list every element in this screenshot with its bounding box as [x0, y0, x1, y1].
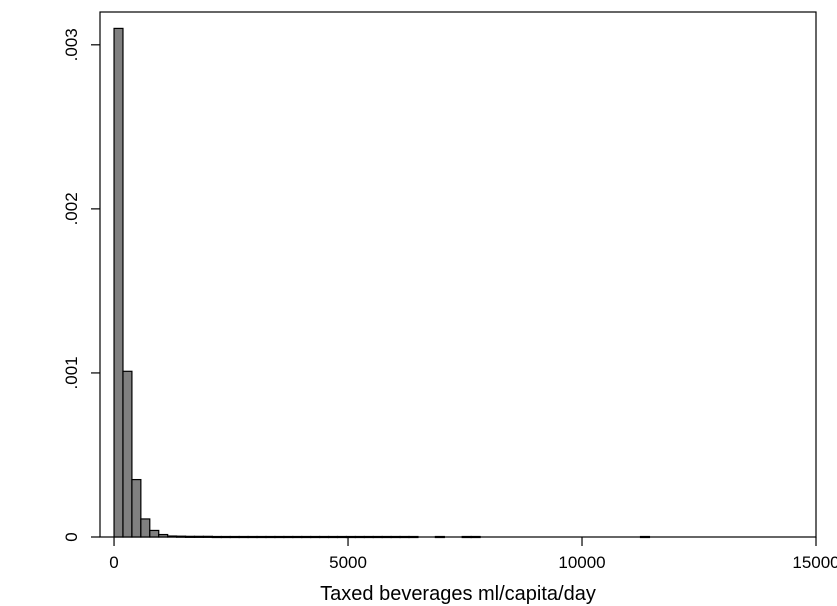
histogram-bar — [158, 533, 169, 538]
x-tick-label: 15000 — [792, 553, 837, 572]
histogram-bar — [301, 535, 312, 539]
histogram-bar — [283, 535, 294, 539]
x-axis: 0 5000 10000 15000 — [109, 537, 837, 572]
histogram-bar — [408, 535, 419, 539]
histogram-bar — [193, 535, 205, 538]
y-tick-label: .001 — [62, 356, 81, 389]
histogram-bar — [381, 535, 392, 539]
histogram-bar — [149, 529, 160, 538]
histogram-bar — [390, 535, 401, 539]
y-tick-label: .002 — [62, 192, 81, 225]
histogram-bar — [113, 27, 124, 538]
histogram-bar — [461, 535, 472, 539]
histogram-bar — [247, 535, 258, 539]
histogram-bar — [372, 535, 383, 539]
histogram-bar — [184, 535, 196, 538]
histogram-bar — [434, 535, 445, 539]
histogram-bar — [265, 535, 276, 539]
histogram-bar — [229, 535, 240, 539]
histogram-bar — [354, 535, 365, 539]
histogram-bars — [113, 27, 651, 539]
histogram-bar — [256, 535, 267, 539]
histogram-bar — [140, 518, 151, 538]
x-tick-label: 10000 — [558, 553, 605, 572]
histogram-bar — [238, 535, 249, 539]
histogram-bar — [319, 535, 330, 539]
x-axis-title: Taxed beverages ml/capita/day — [320, 583, 596, 605]
histogram-bar — [363, 535, 374, 539]
y-tick-label: .003 — [62, 28, 81, 61]
histogram-bar — [399, 535, 410, 539]
y-tick-label: 0 — [62, 532, 81, 541]
histogram-bar — [310, 535, 321, 539]
histogram-bar — [274, 535, 285, 539]
histogram-bar — [202, 535, 213, 538]
histogram-bar — [211, 535, 222, 539]
histogram-bar — [122, 370, 133, 538]
histogram-bar — [336, 535, 348, 539]
x-tick-label: 0 — [109, 553, 118, 572]
y-axis: 0 .001 .002 .003 — [62, 28, 100, 542]
histogram-bar — [639, 535, 651, 539]
x-tick-label: 5000 — [329, 553, 367, 572]
histogram-bar — [220, 535, 231, 539]
histogram-bar — [292, 535, 303, 539]
plot-frame — [99, 11, 817, 538]
histogram-bar — [176, 535, 187, 538]
histogram-bar — [167, 535, 178, 538]
histogram-bar — [131, 478, 142, 538]
histogram-bar — [327, 535, 339, 539]
histogram-bar — [470, 535, 481, 539]
